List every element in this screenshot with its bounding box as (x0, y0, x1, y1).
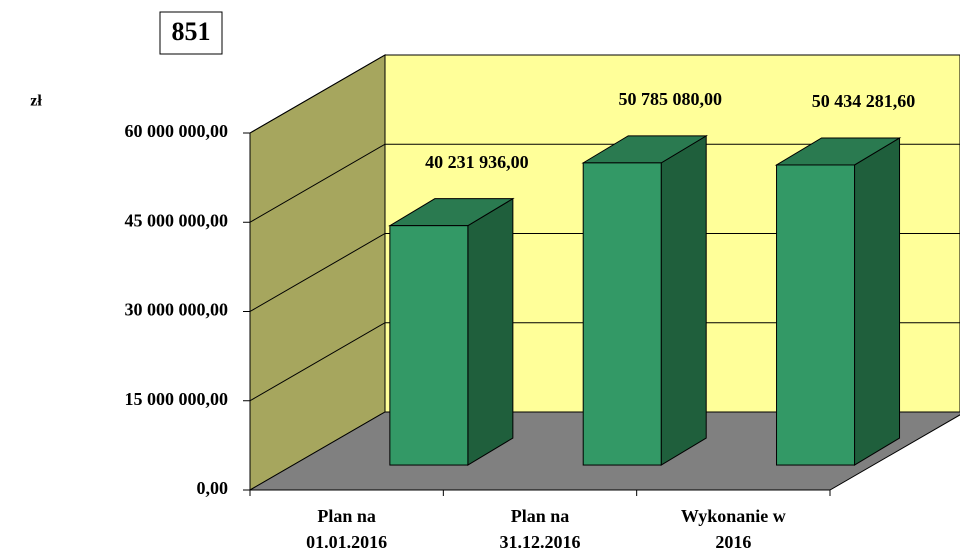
value-label: 50 785 080,00 (618, 89, 722, 109)
value-label: 50 434 281,60 (812, 91, 916, 111)
bar (389, 225, 469, 466)
x-tick-label: Plan na 31.12.2016 (500, 506, 581, 552)
y-tick-label: 60 000 000,00 (125, 121, 229, 141)
grid-line (249, 322, 960, 402)
y-tick-label: 0,00 (197, 478, 229, 498)
grid-line (249, 143, 960, 223)
y-tick-label: 30 000 000,00 (125, 300, 229, 320)
chart-title: 851 (172, 17, 211, 46)
x-tick-label: Wykonanie w 2016 (681, 506, 786, 552)
x-tick-label: Plan na 01.01.2016 (306, 506, 387, 552)
value-label: 40 231 936,00 (425, 152, 529, 172)
title-box (159, 11, 223, 55)
y-tick-label: 45 000 000,00 (125, 210, 229, 230)
bar-side (467, 197, 514, 466)
bar (776, 164, 856, 466)
bar (582, 162, 662, 466)
y-tick-label: 15 000 000,00 (125, 389, 229, 409)
bar-side (660, 134, 707, 466)
bar-side (854, 137, 901, 466)
grid-line (249, 54, 960, 134)
y-axis-label: zł (30, 93, 42, 110)
grid-line (249, 233, 960, 312)
